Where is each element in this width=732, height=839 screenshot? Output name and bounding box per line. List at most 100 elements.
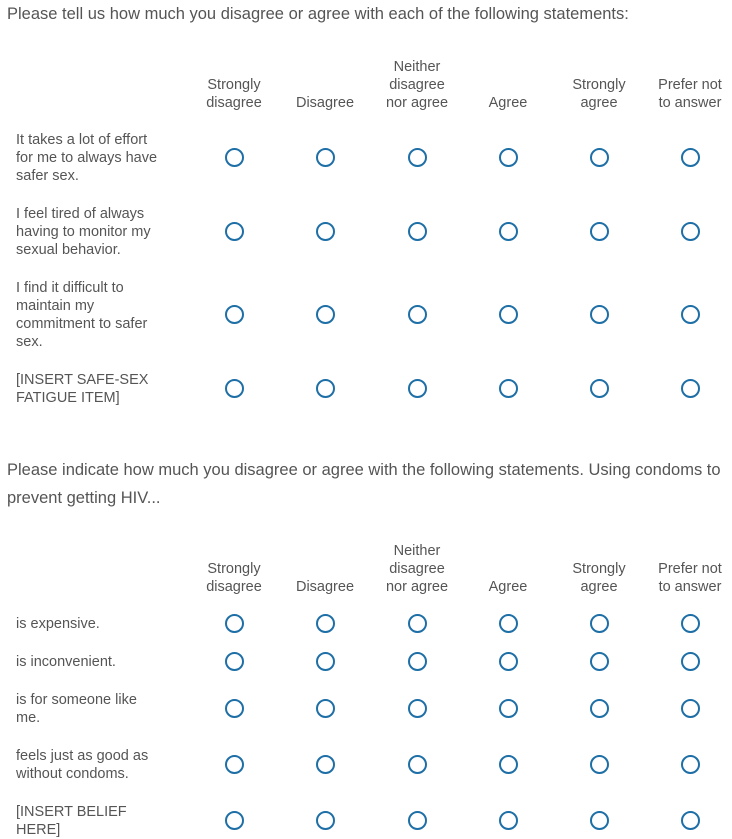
statement-line: is for someone like [16,692,137,708]
radio-option[interactable] [224,810,244,830]
radio-option[interactable] [315,754,335,774]
column-header-line: Neither [393,59,441,75]
column-header-line: Prefer not [658,561,722,577]
radio-option[interactable] [498,613,518,633]
radio-option[interactable] [498,810,518,830]
matrix1-column-header: Agree [463,94,553,112]
radio-option[interactable] [680,613,700,633]
matrix2-column-header: Agree [463,578,553,596]
column-header-line: Neither [393,543,441,559]
radio-option[interactable] [498,651,518,671]
radio-option[interactable] [315,613,335,633]
radio-option[interactable] [224,378,244,398]
column-header-line: Strongly [207,77,261,93]
radio-option[interactable] [407,613,427,633]
radio-option[interactable] [407,304,427,324]
column-header-line: to answer [658,95,722,111]
statement-line: for me to always have [16,150,158,166]
column-header-line: Disagree [295,95,355,111]
radio-option[interactable] [589,378,609,398]
column-header-line: Prefer not [658,77,722,93]
matrix2-question: Please indicate how much you disagree or… [7,461,721,507]
matrix1-column-header: Prefer not to answer [645,76,732,112]
column-header-line: to answer [658,579,722,595]
radio-option[interactable] [407,754,427,774]
statement-line: FATIGUE ITEM] [16,390,120,406]
radio-option[interactable] [315,378,335,398]
statement-line: is inconvenient. [16,654,116,670]
statement-line: safer sex. [16,168,79,184]
radio-option[interactable] [224,613,244,633]
column-header-line: nor agree [385,95,449,111]
statement-line: is expensive. [16,616,100,632]
radio-option[interactable] [498,378,518,398]
radio-option[interactable] [224,147,244,167]
radio-option[interactable] [680,378,700,398]
radio-option[interactable] [589,810,609,830]
column-header-line: Disagree [295,579,355,595]
radio-option[interactable] [680,698,700,718]
radio-option[interactable] [315,304,335,324]
matrix1-column-header: Strongly agree [554,76,644,112]
radio-option[interactable] [498,698,518,718]
radio-option[interactable] [680,810,700,830]
matrix2-column-header: Disagree [280,578,370,596]
radio-option[interactable] [315,651,335,671]
radio-option[interactable] [315,147,335,167]
radio-option[interactable] [498,147,518,167]
statement-line: I feel tired of always [16,206,145,222]
radio-option[interactable] [407,147,427,167]
column-header-line: agree [580,95,618,111]
radio-option[interactable] [224,304,244,324]
radio-option[interactable] [498,754,518,774]
statement-line: maintain my [16,298,95,314]
statement-line: without condoms. [16,766,129,782]
radio-option[interactable] [224,651,244,671]
radio-option[interactable] [407,651,427,671]
radio-option[interactable] [589,651,609,671]
radio-option[interactable] [589,221,609,241]
statement-line: HERE] [16,822,61,838]
radio-option[interactable] [589,754,609,774]
statement-label: feels just as good as without condoms. [16,747,181,783]
radio-option[interactable] [407,810,427,830]
radio-option[interactable] [407,221,427,241]
radio-option[interactable] [224,698,244,718]
radio-option[interactable] [589,304,609,324]
column-header-line: Strongly [207,561,261,577]
radio-option[interactable] [315,810,335,830]
radio-option[interactable] [498,221,518,241]
radio-option[interactable] [589,698,609,718]
radio-option[interactable] [680,304,700,324]
column-header-line: Agree [488,579,528,595]
matrix1-column-header: Neither disagree nor agree [372,58,462,112]
column-header-line: Agree [488,95,528,111]
radio-option[interactable] [680,754,700,774]
radio-option[interactable] [680,221,700,241]
radio-option[interactable] [224,754,244,774]
column-header-line: disagree [206,579,262,595]
radio-option[interactable] [680,651,700,671]
radio-option[interactable] [589,147,609,167]
statement-line: [INSERT SAFE-SEX [16,372,149,388]
radio-option[interactable] [407,378,427,398]
statement-label: is expensive. [16,615,181,633]
matrix2-column-header: Neither disagree nor agree [372,542,462,596]
statement-label: is for someone like me. [16,691,181,727]
statement-label: I feel tired of always having to monitor … [16,205,181,259]
column-header-line: agree [580,579,618,595]
column-header-line: nor agree [385,579,449,595]
statement-line: It takes a lot of effort [16,132,148,148]
radio-option[interactable] [224,221,244,241]
column-header-line: Strongly [572,561,626,577]
matrix1-column-header: Strongly disagree [189,76,279,112]
radio-option[interactable] [680,147,700,167]
radio-option[interactable] [589,613,609,633]
statement-line: me. [16,710,41,726]
radio-option[interactable] [407,698,427,718]
matrix2-column-header: Prefer not to answer [645,560,732,596]
radio-option[interactable] [315,221,335,241]
radio-option[interactable] [498,304,518,324]
matrix2-column-header: Strongly agree [554,560,644,596]
radio-option[interactable] [315,698,335,718]
